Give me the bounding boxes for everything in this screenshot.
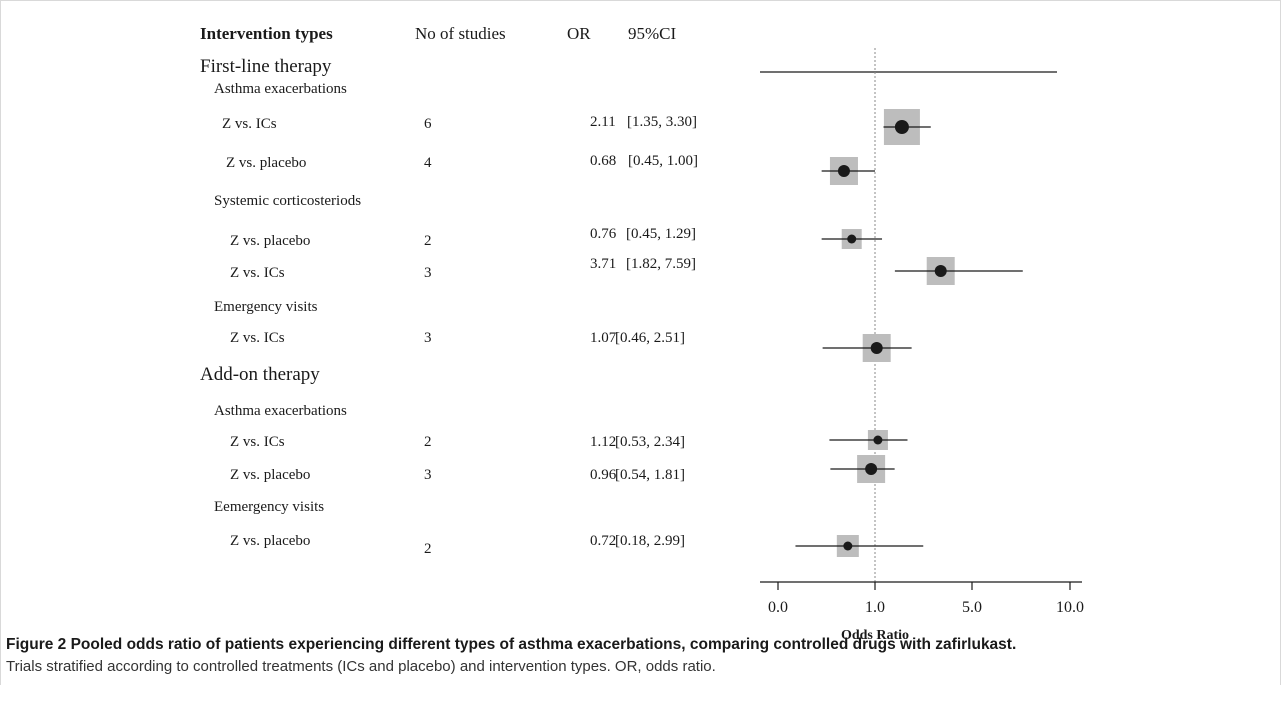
row-or: 1.07 [590,330,617,346]
caption-title: Figure 2 Pooled odds ratio of patients e… [6,636,1017,653]
caption-body: Trials stratified according to controlle… [6,658,716,675]
point-estimate [870,342,883,354]
x-axis-title: Odds Ratio [840,628,910,643]
row-studies: 3 [424,467,432,483]
row-ci: [0.45, 1.00] [628,153,698,169]
row-or: 2.11 [590,114,616,130]
group-add-on: Add-on therapy [200,364,320,385]
subgroup-ao-emergency: Eemergency visits [214,499,325,515]
row-or: 1.12 [590,434,617,450]
row-label: Z vs. ICs [230,330,285,346]
group-first-line: First-line therapy [200,56,332,77]
x-tick-label: 1.0 [865,599,885,616]
figure-frame [0,0,1281,685]
header-studies: No of studies [415,24,506,43]
point-estimate [894,120,909,134]
row-or: 0.96 [590,467,617,483]
subgroup-ao-asthma: Asthma exacerbations [214,403,347,419]
row-or: 0.72 [590,533,617,549]
subgroup-fl-asthma: Asthma exacerbations [214,81,347,97]
figure-caption: Figure 2 Pooled odds ratio of patients e… [6,636,1281,675]
x-tick-label: 10.0 [1056,599,1084,616]
row-label: Z vs. placebo [230,467,311,483]
x-tick-label: 5.0 [962,599,982,616]
row-label: Z vs. ICs [230,434,285,450]
point-estimate [934,265,947,277]
row-ci: [0.53, 2.34] [615,434,685,450]
row-or: 3.71 [590,256,617,272]
row-ci: [0.18, 2.99] [615,533,685,549]
row-studies: 2 [424,434,432,450]
row-or: 0.68 [590,153,617,169]
point-estimate [865,463,878,475]
point-estimate [843,541,853,551]
x-tick-label: 0.0 [768,599,788,616]
row-label: Z vs. placebo [226,155,307,171]
row-ci: [0.45, 1.29] [626,226,696,242]
row-label: Z vs. ICs [230,265,285,281]
row-ci: [1.35, 3.30] [627,114,697,130]
row-studies: 4 [424,155,432,171]
row-ci: [0.46, 2.51] [615,330,685,346]
row-studies: 2 [424,541,432,557]
header-intervention: Intervention types [200,24,333,43]
row-studies: 3 [424,265,432,281]
point-estimate [847,234,857,244]
header-ci: 95%CI [628,24,677,43]
row-studies: 3 [424,330,432,346]
row-studies: 2 [424,233,432,249]
point-estimate [837,165,850,177]
row-or: 0.76 [590,226,617,242]
subgroup-fl-systemic: Systemic corticosteriods [214,193,362,209]
point-estimate [873,435,883,445]
row-label: Z vs. placebo [230,533,311,549]
header-or: OR [567,24,591,43]
row-ci: [0.54, 1.81] [615,467,685,483]
row-studies: 6 [424,116,432,132]
row-label: Z vs. placebo [230,233,311,249]
row-ci: [1.82, 7.59] [626,256,696,272]
subgroup-fl-emergency: Emergency visits [214,299,318,315]
row-label: Z vs. ICs [222,116,277,132]
